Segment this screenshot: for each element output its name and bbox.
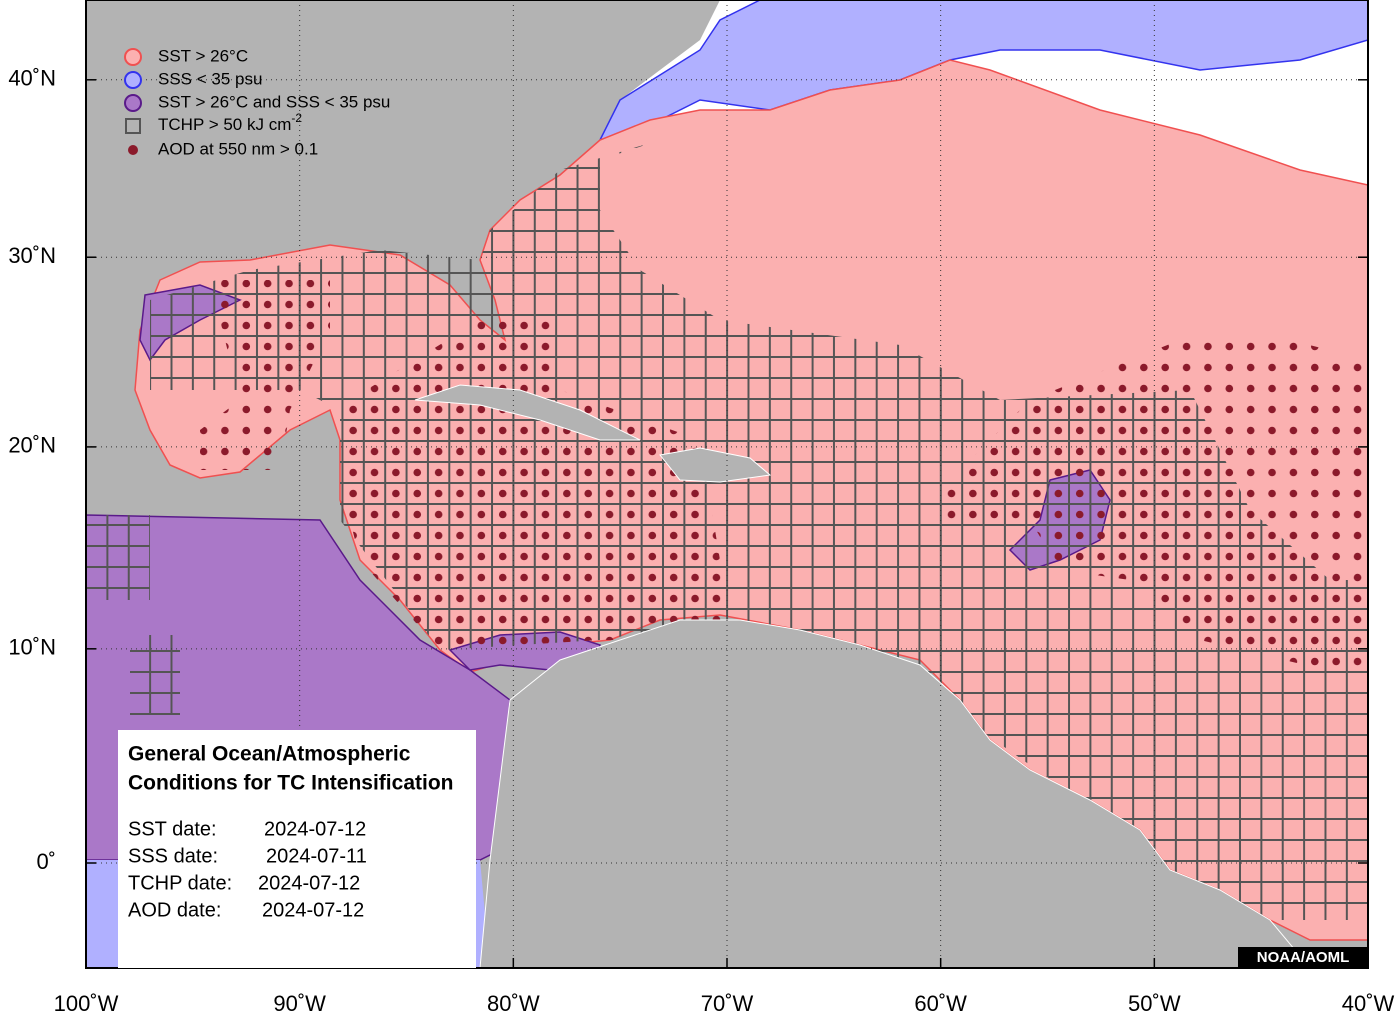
legend-label: TCHP > 50 kJ cm-2 [158,111,302,134]
legend-symbol [128,145,138,155]
legend-symbol [124,94,142,112]
aod-region [340,320,730,650]
info-title: General Ocean/Atmospheric [128,743,411,766]
y-tick-label: 30˚N [8,243,56,268]
legend-label: AOD at 550 nm > 0.1 [158,139,318,158]
tchp-region [86,515,150,600]
info-title: Conditions for TC Intensification [128,772,453,795]
info-box: General Ocean/Atmospheric Conditions for… [118,730,476,968]
legend-symbol [125,118,141,134]
x-tick-label: 40˚W [1342,991,1395,1016]
map-frame [85,0,1369,969]
x-tick-label: 90˚W [273,991,326,1016]
info-value: 2024-07-12 [258,872,360,894]
x-tick-label: 80˚W [487,991,540,1016]
land-cuba [414,384,641,441]
y-tick-label: 40˚N [8,66,56,91]
info-label: TCHP date: [128,872,232,894]
info-box-background [118,730,476,968]
x-tick-label: 60˚W [914,991,967,1016]
x-tick-label: 70˚W [701,991,754,1016]
credit-background [1238,947,1368,968]
info-value: 2024-07-12 [262,899,364,921]
legend: SST > 26°C SSS < 35 psu SST > 26°C and S… [124,46,390,158]
legend-symbol [124,71,142,89]
y-tick-label: 20˚N [8,433,56,458]
aod-region [200,280,330,470]
info-label: SST date: [128,818,217,840]
y-tick-label: 0˚ [36,849,56,874]
credit: NOAA/AOML [1257,949,1350,966]
y-tick-label: 10˚N [8,635,56,660]
info-value: 2024-07-11 [266,845,367,867]
x-tick-label: 100˚W [54,991,119,1016]
legend-label: SSS < 35 psu [158,69,262,88]
legend-symbol [124,48,142,66]
tchp-region [150,140,1368,920]
legend-label: SST > 26°C [158,46,248,65]
legend-label: SST > 26°C and SSS < 35 psu [158,92,390,111]
legend-label-superscript: -2 [291,111,302,125]
land-hispaniola [659,447,772,483]
legend-label-text: TCHP > 50 kJ cm [158,115,291,134]
x-tick-label: 50˚W [1128,991,1181,1016]
info-label: AOD date: [128,899,221,921]
info-label: SSS date: [128,845,218,867]
tchp-region [130,635,180,715]
sss-region [598,0,1368,142]
info-value: 2024-07-12 [264,818,366,840]
